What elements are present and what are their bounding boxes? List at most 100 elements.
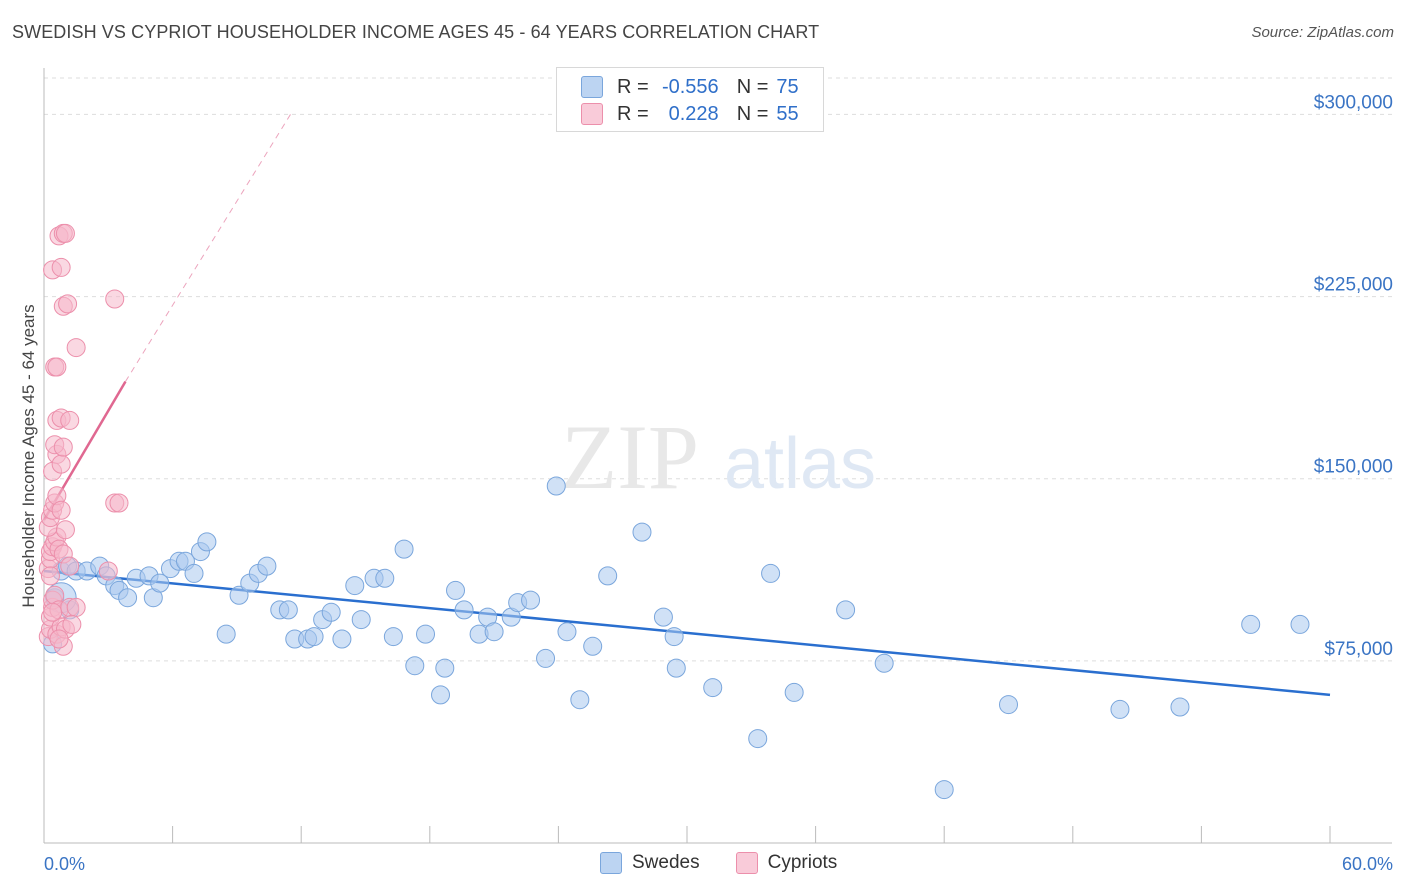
swedes-point [934, 780, 954, 800]
cypriots-points [38, 223, 129, 656]
legend-r-label: R = [617, 75, 649, 98]
swedes-point [836, 600, 856, 620]
legend-label-swedes: Swedes [632, 852, 700, 873]
swedes-point [431, 685, 451, 705]
y-tick-label: $225,000 [1314, 275, 1393, 296]
cypriots-swatch [581, 103, 603, 125]
swedes-point [184, 563, 204, 583]
swedes-point [1290, 614, 1310, 634]
legend-item-cypriots[interactable]: Cypriots [735, 852, 838, 874]
cypriots-point [51, 500, 71, 520]
swedes-point [446, 580, 466, 600]
swedes-trend-line [43, 569, 1331, 697]
legend-r-value: 0.228 [668, 102, 719, 125]
swedes-point [570, 690, 590, 710]
swedes-point [664, 627, 684, 647]
grid-lines [44, 77, 1392, 662]
swedes-point [784, 682, 804, 702]
watermark-zip: ZIP [561, 406, 699, 508]
cypriots-point [55, 223, 75, 243]
swedes-point [405, 656, 425, 676]
legend-n-label: N = [736, 75, 769, 98]
swedes-point [150, 573, 170, 593]
y-tick-labels: $75,000 $150,000 $225,000 $300,000 [1314, 92, 1393, 659]
cypriots-point [66, 597, 86, 617]
swedes-points [43, 476, 1310, 800]
swedes-point [1170, 697, 1190, 717]
y-tick-label: $75,000 [1324, 639, 1393, 660]
swedes-point [521, 590, 541, 610]
legend-n-label: N = [736, 102, 769, 125]
swedes-point [632, 522, 652, 542]
swedes-point [666, 658, 686, 678]
swedes-point [304, 627, 324, 647]
legend-row-swedes: R = -0.556 N = 75 [581, 75, 799, 99]
cypriots-point [98, 561, 118, 581]
axes [43, 68, 1392, 844]
swedes-point [761, 563, 781, 583]
swedes-point [703, 678, 723, 698]
swedes-point [1110, 699, 1130, 719]
swedes-point [999, 695, 1018, 715]
swedes-point [383, 627, 403, 647]
cypriots-point [43, 602, 63, 622]
chart-title: SWEDISH VS CYPRIOT HOUSEHOLDER INCOME AG… [12, 22, 820, 42]
cypriots-point [60, 556, 80, 576]
swedes-point [118, 588, 138, 608]
cypriots-point [53, 437, 73, 457]
legend-label-cypriots: Cypriots [767, 852, 838, 873]
swedes-point [229, 585, 249, 605]
legend-item-swedes[interactable]: Swedes [600, 852, 700, 874]
cypriots-point [109, 493, 129, 513]
legend-r-value: -0.556 [661, 75, 719, 98]
y-tick-label: $150,000 [1314, 457, 1393, 478]
swedes-point [653, 607, 673, 627]
swedes-point [546, 476, 566, 496]
swedes-point [416, 624, 436, 644]
cypriots-point [55, 520, 75, 540]
swedes-legend-swatch [600, 852, 622, 874]
cypriots-legend-swatch [735, 852, 758, 874]
swedes-point [257, 556, 277, 576]
swedes-point [375, 568, 395, 588]
watermark-atlas: atlas [724, 424, 876, 504]
swedes-point [278, 600, 298, 620]
swedes-point [197, 532, 217, 552]
swedes-point [345, 576, 365, 596]
x-tick-label-max: 60.0% [1342, 854, 1393, 874]
legend-row-cypriots: R = 0.228 N = 55 [581, 102, 799, 126]
legend-n-value: 75 [776, 75, 799, 98]
cypriots-point [105, 289, 125, 309]
cypriots-point [49, 629, 69, 649]
y-tick-label: $300,000 [1314, 92, 1393, 113]
cypriots-point [62, 614, 82, 634]
cypriots-point [51, 257, 71, 277]
swedes-point [1241, 614, 1261, 634]
y-axis-label: Householder Income Ages 45 - 64 years [19, 304, 38, 607]
swedes-point [351, 610, 371, 630]
x-tick-labels: 0.0% 60.0% [44, 854, 1393, 874]
legend-n-value: 55 [776, 102, 799, 125]
swedes-point [484, 622, 504, 642]
swedes-point [598, 566, 618, 586]
swedes-swatch [581, 76, 603, 98]
cypriots-point [40, 566, 60, 586]
cypriots-point [58, 294, 78, 314]
cypriots-point [66, 338, 86, 358]
swedes-point [394, 539, 414, 559]
swedes-point [557, 622, 577, 642]
cypriots-point [47, 357, 67, 377]
swedes-point [321, 602, 341, 622]
series-legend: Swedes Cypriots [600, 852, 873, 874]
watermark: ZIP atlas [561, 406, 876, 508]
chart-source: Source: ZipAtlas.com [1251, 24, 1394, 41]
swedes-point [332, 629, 352, 649]
correlation-legend: R = -0.556 N = 75 R = 0.228 N = 55 [556, 67, 824, 132]
cypriots-trend-extension [125, 114, 291, 382]
cypriots-point [60, 410, 80, 430]
swedes-point [216, 624, 236, 644]
x-tick-label-min: 0.0% [44, 854, 85, 874]
cypriots-point [51, 454, 71, 474]
legend-r-label: R = [617, 102, 649, 125]
